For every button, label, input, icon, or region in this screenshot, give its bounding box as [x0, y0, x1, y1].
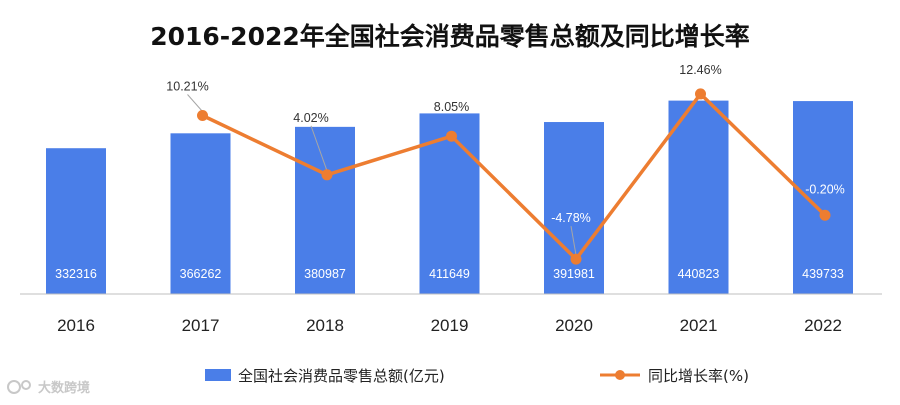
x-tick-2021: 2021	[680, 316, 718, 335]
growth-label-2020: -4.78%	[551, 211, 591, 225]
watermark: 大数跨境	[7, 380, 90, 396]
growth-label-2022: -0.20%	[805, 182, 845, 196]
growth-point-2020	[570, 253, 582, 265]
x-tick-2017: 2017	[182, 316, 220, 335]
chart-title: 2016-2022年全国社会消费品零售总额及同比增长率	[150, 22, 750, 51]
growth-point-2021	[695, 88, 706, 100]
growth-point-2022	[819, 209, 831, 221]
bar-2017	[170, 133, 231, 294]
watermark-logo-icon	[7, 380, 31, 394]
bar-2022	[793, 101, 853, 295]
bar-label-2022: 439733	[802, 267, 844, 281]
bar-label-2021: 440823	[678, 267, 720, 281]
bar-label-2020: 391981	[553, 267, 595, 281]
bar-label-2019: 411649	[429, 267, 470, 281]
x-tick-2016: 2016	[57, 316, 95, 335]
x-tick-2020: 2020	[555, 316, 593, 335]
growth-label-2017: 10.21%	[166, 79, 208, 93]
legend-line-label: 同比增长率(%)	[648, 367, 749, 385]
growth-label-2018: 4.02%	[293, 111, 328, 125]
bar-2021	[668, 100, 729, 294]
line-series: 10.21% 4.02% 8.05% -4.78% 12.46% -0.20%	[166, 63, 845, 265]
growth-point-2018	[321, 169, 333, 181]
legend-bar-label: 全国社会消费品零售总额(亿元)	[238, 367, 445, 385]
legend: 全国社会消费品零售总额(亿元) 同比增长率(%)	[205, 367, 749, 385]
growth-label-2021: 12.46%	[679, 63, 721, 77]
bar-label-2017: 366262	[180, 267, 222, 281]
x-tick-2022: 2022	[804, 316, 842, 335]
x-axis-ticks: 2016 2017 2018 2019 2020 2021 2022	[57, 316, 842, 335]
leader-2020	[570, 226, 577, 256]
bar-label-2018: 380987	[304, 267, 346, 281]
legend-bar-swatch	[205, 369, 231, 381]
leader-2017	[187, 94, 203, 112]
bar-2018	[295, 126, 355, 294]
bar-series: 332316 366262 380987 411649 391981 440823 4397…	[46, 100, 853, 295]
legend-line-marker	[615, 370, 625, 380]
growth-rate-line	[201, 92, 827, 261]
growth-point-2017	[197, 109, 208, 121]
leader-2018	[310, 125, 328, 171]
watermark-text: 大数跨境	[38, 380, 90, 396]
label-leaders	[187, 94, 577, 256]
growth-point-2019	[446, 130, 457, 142]
growth-label-2019: 8.05%	[434, 100, 469, 114]
bar-label-2016: 332316	[55, 267, 97, 281]
x-tick-2018: 2018	[306, 316, 344, 335]
x-tick-2019: 2019	[431, 316, 469, 335]
bar-2016	[46, 148, 106, 294]
bar-2020	[544, 122, 604, 294]
